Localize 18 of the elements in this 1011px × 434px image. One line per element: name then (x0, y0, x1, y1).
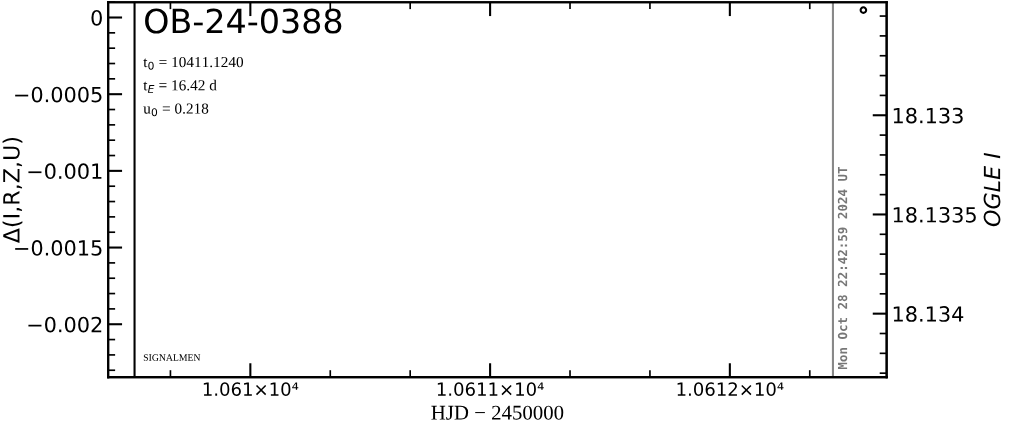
x-tick-label: 1.0611×10⁴ (437, 382, 544, 396)
annotation: t$_{0}$ = 10411.1240 (143, 56, 244, 70)
annotation: u$_{0}$ = 0.218 (143, 103, 209, 117)
y2-tick-label: 18.1335 (893, 206, 976, 223)
annotation: Mon Oct 28 22:42:59 2024 UT (837, 167, 848, 370)
chart-title: OB-24-0388 (145, 8, 342, 34)
x-tick-label: 1.061×10⁴ (203, 382, 299, 396)
x-axis-title: HJD − 2450000 (431, 405, 564, 420)
annotation: t$_{E}$ = 16.42 d (143, 79, 217, 93)
y-tick-label: −0.0005 (15, 86, 102, 103)
y-tick-label: 0 (91, 9, 102, 26)
y2-tick-label: 18.134 (893, 306, 964, 322)
y2-axis-title: OGLE I (983, 152, 1001, 227)
x-tick-label: 1.0612×10⁴ (677, 382, 784, 396)
y2-tick-label: 18.133 (893, 107, 963, 124)
y-tick-label: −0.002 (28, 316, 102, 333)
annotation: SIGNALMEN (143, 354, 201, 361)
y-tick-label: −0.001 (28, 163, 102, 180)
